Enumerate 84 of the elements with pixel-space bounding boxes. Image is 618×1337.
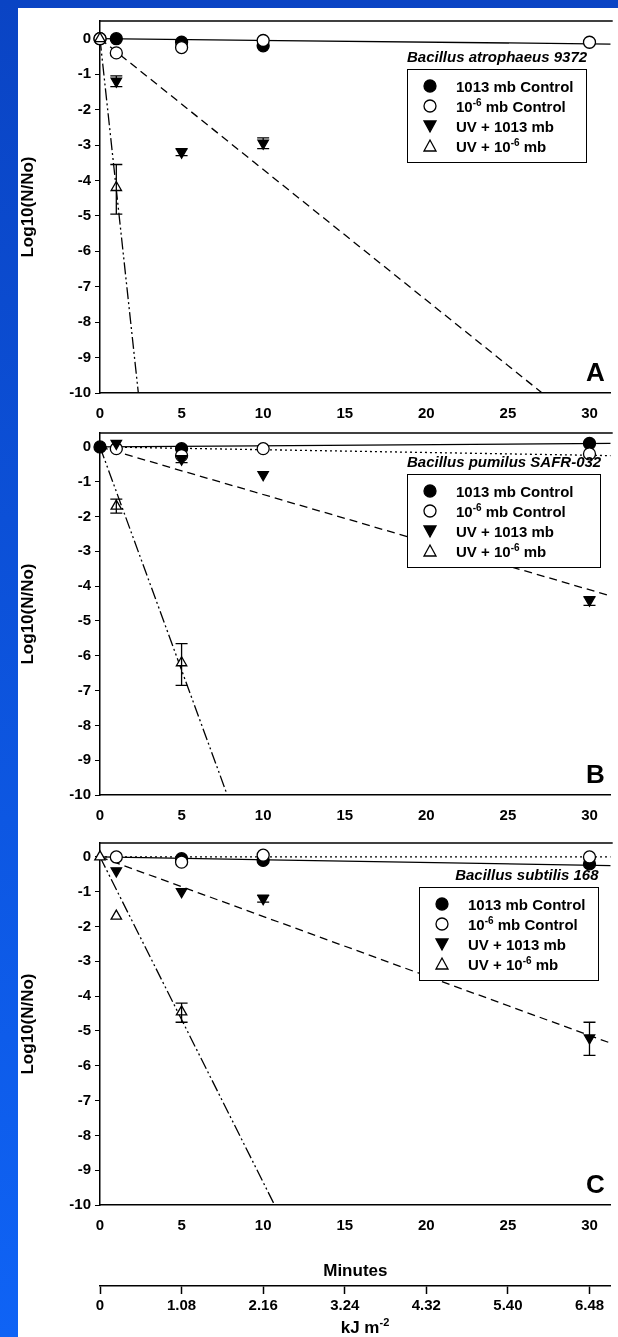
legend-title: Bacillus subtilis 168 bbox=[454, 866, 599, 883]
x-tick-label: 20 bbox=[417, 404, 435, 422]
x-tick-label: 15 bbox=[336, 404, 354, 422]
legend-label: UV + 10$^{-6}$ mb bbox=[456, 542, 547, 560]
y-tick-label: -8 bbox=[77, 715, 91, 733]
x-tick-label: 25 bbox=[499, 1216, 517, 1234]
y-tick-label: -5 bbox=[77, 611, 91, 629]
y-tick-label: -6 bbox=[77, 1055, 91, 1073]
y-tick-label: -5 bbox=[77, 1021, 91, 1039]
y-axis-title: Log10(N/No) bbox=[17, 156, 37, 258]
legend-label: 1013 mb Control bbox=[468, 895, 586, 913]
y-tick-label: -3 bbox=[77, 135, 91, 153]
y-tick-label: -4 bbox=[77, 170, 92, 188]
legend-label: 1013 mb Control bbox=[456, 77, 574, 95]
y-tick-label: -10 bbox=[69, 785, 91, 803]
x2-tick-label: 0 bbox=[95, 1296, 105, 1314]
x-tick-label: 10 bbox=[254, 806, 272, 824]
y-tick-label: -5 bbox=[77, 206, 91, 223]
y-tick-label: 0 bbox=[82, 28, 91, 46]
legend-label: UV + 1013 mb bbox=[456, 522, 554, 540]
y-tick-label: -7 bbox=[77, 1090, 91, 1108]
x2-tick-label: 5.40 bbox=[493, 1296, 523, 1314]
y-tick-label: -6 bbox=[77, 241, 91, 259]
x-tick-label: 15 bbox=[336, 806, 354, 824]
legend-label: UV + 1013 mb bbox=[456, 117, 554, 135]
x-tick-label: 30 bbox=[581, 1216, 598, 1234]
x-axis-title: Minutes bbox=[323, 1261, 388, 1281]
y-tick-label: -8 bbox=[77, 312, 91, 330]
y-tick-label: -9 bbox=[77, 1160, 91, 1178]
y-tick-label: -2 bbox=[77, 99, 91, 117]
x-tick-label: 0 bbox=[95, 1216, 105, 1234]
x2-tick-label: 3.24 bbox=[330, 1296, 361, 1314]
y-tick-label: -4 bbox=[77, 986, 92, 1004]
y-tick-label: -1 bbox=[77, 881, 91, 899]
x2-tick-label: 1.08 bbox=[166, 1296, 197, 1314]
legend-label: UV + 1013 mb bbox=[468, 935, 566, 953]
legend-label: 10$^{-6}$ mb Control bbox=[456, 97, 566, 115]
x-tick-label: 25 bbox=[499, 806, 517, 824]
legend-title: Bacillus pumilus SAFR-032 bbox=[407, 453, 602, 470]
x2-tick-label: 6.48 bbox=[574, 1296, 605, 1314]
annotation: A bbox=[585, 357, 605, 388]
x-tick-label: 5 bbox=[177, 404, 186, 422]
y-tick-label: -3 bbox=[77, 541, 91, 559]
x2-tick-label: 4.32 bbox=[411, 1296, 441, 1314]
x2-tick-label: 2.16 bbox=[248, 1296, 278, 1314]
y-tick-label: -10 bbox=[69, 383, 91, 401]
x-tick-label: 10 bbox=[254, 1216, 272, 1234]
y-tick-label: -8 bbox=[77, 1125, 91, 1143]
y-tick-label: 0 bbox=[82, 437, 91, 455]
y-tick-label: -1 bbox=[77, 471, 91, 489]
y-tick-label: -10 bbox=[69, 1195, 91, 1213]
x-tick-label: 10 bbox=[254, 404, 272, 422]
legend-label: 10$^{-6}$ mb Control bbox=[468, 915, 578, 933]
y-axis-title: Log10(N/No) bbox=[17, 563, 37, 665]
x-tick-label: 30 bbox=[581, 806, 598, 824]
y-tick-label: -3 bbox=[77, 951, 91, 969]
legend-label: 1013 mb Control bbox=[456, 482, 574, 500]
x-tick-label: 20 bbox=[417, 1216, 435, 1234]
x-tick-label: 30 bbox=[581, 404, 598, 422]
y-tick-label: 0 bbox=[82, 847, 91, 865]
legend-label: 10$^{-6}$ mb Control bbox=[456, 502, 566, 520]
x-tick-label: 0 bbox=[95, 404, 105, 422]
y-tick-label: -6 bbox=[77, 645, 91, 663]
x2-axis-title: kJ m$^{-2}$ bbox=[340, 1316, 390, 1337]
x-tick-label: 5 bbox=[177, 806, 186, 824]
x-tick-label: 25 bbox=[499, 404, 517, 422]
y-tick-label: -1 bbox=[77, 64, 91, 82]
x-tick-label: 15 bbox=[336, 1216, 354, 1234]
legend-label: UV + 10$^{-6}$ mb bbox=[468, 955, 559, 973]
y-axis-title: Log10(N/No) bbox=[17, 973, 37, 1075]
annotation: C bbox=[585, 1169, 605, 1200]
y-tick-label: -9 bbox=[77, 347, 91, 365]
y-tick-label: -4 bbox=[77, 576, 92, 594]
annotation: B bbox=[585, 759, 605, 790]
y-tick-label: -2 bbox=[77, 506, 91, 524]
y-tick-label: -9 bbox=[77, 750, 91, 768]
y-tick-label: -7 bbox=[77, 276, 91, 294]
y-tick-label: -7 bbox=[77, 680, 91, 698]
x-tick-label: 0 bbox=[95, 806, 105, 824]
y-tick-label: -2 bbox=[77, 916, 91, 934]
legend-title: Bacillus atrophaeus 9372 bbox=[407, 48, 588, 65]
legend-label: UV + 10$^{-6}$ mb bbox=[456, 137, 547, 155]
x-tick-label: 5 bbox=[177, 1216, 186, 1234]
x-tick-label: 20 bbox=[417, 806, 435, 824]
